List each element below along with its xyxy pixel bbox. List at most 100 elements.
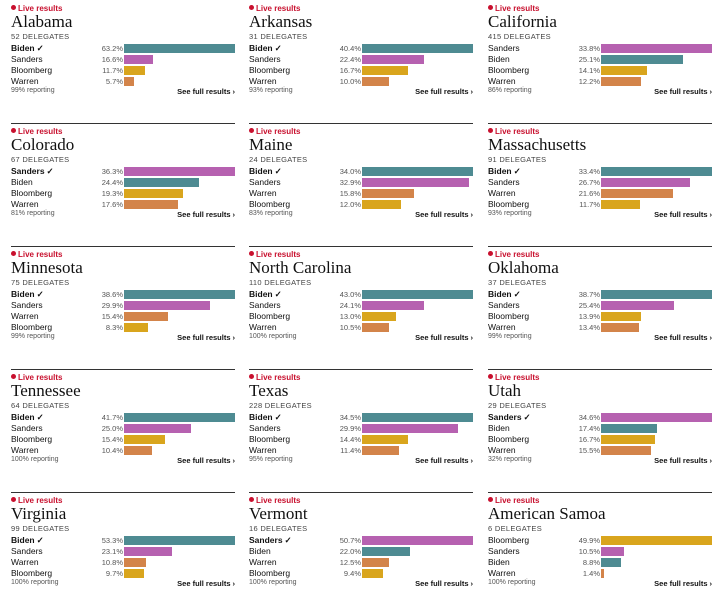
see-full-results-text[interactable]: See full results (415, 210, 469, 219)
see-full-results-link[interactable]: See full results › (177, 456, 235, 465)
vote-bar (362, 446, 399, 455)
see-full-results-link[interactable]: See full results › (177, 87, 235, 96)
candidate-row: Warren 17.6% (11, 199, 235, 210)
winner-check-icon: ✓ (513, 289, 521, 299)
see-full-results-text[interactable]: See full results (177, 87, 231, 96)
vote-bar (362, 178, 470, 187)
vote-percentage: 10.5% (339, 323, 361, 332)
chevron-right-icon[interactable]: › (709, 210, 713, 219)
see-full-results-text[interactable]: See full results (415, 333, 469, 342)
see-full-results-text[interactable]: See full results (654, 87, 708, 96)
chevron-right-icon[interactable]: › (709, 333, 713, 342)
see-full-results-link[interactable]: See full results › (654, 333, 712, 342)
delegate-count: 415 DELEGATES (488, 32, 551, 41)
candidate-name: Bloomberg (11, 434, 53, 444)
candidate-row: Warren 21.6% (488, 188, 712, 199)
chevron-right-icon[interactable]: › (232, 456, 236, 465)
see-full-results-text[interactable]: See full results (415, 579, 469, 588)
live-results-label: Live results (488, 4, 539, 13)
vote-bar (362, 44, 473, 53)
delegate-count: 67 DELEGATES (11, 155, 70, 164)
reporting-status: 95% reporting (249, 456, 293, 463)
vote-percentage: 10.4% (101, 446, 123, 455)
live-results-text: Live results (256, 4, 301, 13)
vote-bar (601, 424, 657, 433)
candidate-row: Biden ✓ 40.4% (249, 43, 473, 54)
see-full-results-text[interactable]: See full results (654, 210, 708, 219)
live-dot-icon (488, 497, 493, 503)
live-results-label: Live results (11, 127, 62, 136)
state-name: Virginia (11, 504, 67, 523)
see-full-results-link[interactable]: See full results › (177, 333, 235, 342)
see-full-results-link[interactable]: See full results › (415, 456, 473, 465)
vote-percentage: 11.4% (340, 446, 361, 455)
candidate-name: Biden (488, 557, 510, 567)
see-full-results-link[interactable]: See full results › (654, 210, 712, 219)
vote-percentage: 19.3% (101, 189, 123, 198)
state-card-maine: Live results Maine 24 DELEGATES Biden ✓ 34.0%… (249, 123, 473, 239)
chevron-right-icon[interactable]: › (470, 210, 474, 219)
see-full-results-text[interactable]: See full results (415, 456, 469, 465)
see-full-results-text[interactable]: See full results (415, 87, 469, 96)
winner-check-icon: ✓ (36, 43, 44, 53)
candidate-name: Warren (488, 568, 516, 578)
chevron-right-icon[interactable]: › (709, 87, 713, 96)
state-name: Minnesota (11, 258, 83, 277)
see-full-results-text[interactable]: See full results (654, 333, 708, 342)
candidate-row: Sanders 26.7% (488, 177, 712, 188)
see-full-results-text[interactable]: See full results (654, 579, 708, 588)
see-full-results-link[interactable]: See full results › (415, 87, 473, 96)
chevron-right-icon[interactable]: › (709, 456, 713, 465)
chevron-right-icon[interactable]: › (709, 579, 713, 588)
candidate-row: Sanders 25.4% (488, 300, 712, 311)
vote-bar (601, 200, 640, 209)
candidate-name: Warren (249, 557, 277, 567)
vote-percentage: 12.2% (578, 77, 600, 86)
see-full-results-link[interactable]: See full results › (415, 210, 473, 219)
vote-percentage: 12.0% (339, 200, 361, 209)
vote-percentage: 13.9% (578, 312, 600, 321)
live-dot-icon (488, 251, 493, 257)
see-full-results-text[interactable]: See full results (177, 333, 231, 342)
reporting-status: 99% reporting (11, 333, 55, 340)
see-full-results-text[interactable]: See full results (177, 456, 231, 465)
delegate-count: 91 DELEGATES (488, 155, 547, 164)
see-full-results-link[interactable]: See full results › (177, 210, 235, 219)
chevron-right-icon[interactable]: › (470, 333, 474, 342)
candidate-row: Sanders 32.9% (249, 177, 473, 188)
chevron-right-icon[interactable]: › (470, 456, 474, 465)
chevron-right-icon[interactable]: › (470, 87, 474, 96)
live-results-text: Live results (495, 373, 540, 382)
vote-percentage: 15.8% (339, 189, 361, 198)
see-full-results-text[interactable]: See full results (654, 456, 708, 465)
see-full-results-link[interactable]: See full results › (415, 333, 473, 342)
vote-percentage: 15.5% (578, 446, 600, 455)
candidate-row: Warren 12.5% (249, 557, 473, 568)
chevron-right-icon[interactable]: › (232, 333, 236, 342)
vote-bar (124, 446, 152, 455)
candidate-row: Bloomberg 19.3% (11, 188, 235, 199)
winner-check-icon: ✓ (284, 535, 292, 545)
chevron-right-icon[interactable]: › (232, 210, 236, 219)
live-results-text: Live results (18, 250, 63, 259)
live-dot-icon (11, 128, 16, 134)
state-name: Vermont (249, 504, 308, 523)
see-full-results-link[interactable]: See full results › (654, 87, 712, 96)
vote-bar (601, 178, 690, 187)
chevron-right-icon[interactable]: › (470, 579, 474, 588)
see-full-results-link[interactable]: See full results › (654, 456, 712, 465)
see-full-results-link[interactable]: See full results › (177, 579, 235, 588)
chevron-right-icon[interactable]: › (232, 87, 236, 96)
candidate-name: Biden ✓ (488, 166, 521, 176)
see-full-results-text[interactable]: See full results (177, 210, 231, 219)
candidate-row: Sanders 29.9% (11, 300, 235, 311)
see-full-results-text[interactable]: See full results (177, 579, 231, 588)
vote-percentage: 10.8% (101, 558, 123, 567)
chevron-right-icon[interactable]: › (232, 579, 236, 588)
delegate-count: 24 DELEGATES (249, 155, 308, 164)
see-full-results-link[interactable]: See full results › (654, 579, 712, 588)
candidate-name: Warren (488, 445, 516, 455)
see-full-results-link[interactable]: See full results › (415, 579, 473, 588)
winner-check-icon: ✓ (274, 289, 282, 299)
candidate-name: Warren (488, 322, 516, 332)
